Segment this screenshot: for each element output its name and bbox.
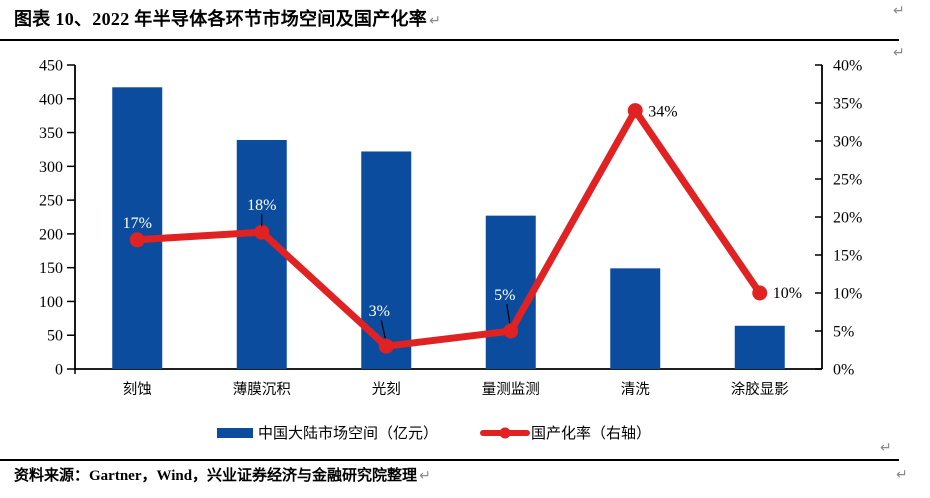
right-axis-tick-label: 40% [833, 58, 862, 75]
source-note-row: 资料来源：Gartner，Wind，兴业证券经济与金融研究院整理 ↵ [14, 464, 431, 485]
right-axis-tick-label: 5% [833, 324, 854, 341]
data-label-leader [506, 303, 511, 324]
bar-6 [734, 325, 785, 369]
category-label: 薄膜沉积 [233, 381, 291, 398]
data-label: 10% [773, 285, 802, 302]
right-axis-tick-label: 20% [833, 210, 862, 227]
source-divider-line [0, 459, 899, 461]
legend-line-marker [499, 427, 511, 439]
bar-2 [236, 139, 287, 369]
paragraph-return-icon: ↵ [893, 45, 905, 61]
category-label: 刻蚀 [123, 381, 152, 398]
right-axis-tick-label: 10% [833, 286, 862, 303]
category-label: 光刻 [372, 381, 401, 398]
bar-4 [485, 215, 536, 369]
right-axis-tick-label: 15% [833, 248, 862, 265]
line-point-marker-4 [503, 323, 519, 339]
left-axis-tick-label: 200 [39, 226, 63, 243]
paragraph-return-icon: ↵ [893, 3, 905, 19]
line-point-marker-2 [254, 224, 270, 240]
right-axis-tick-label: 30% [833, 134, 862, 151]
paragraph-return-icon: ↵ [429, 13, 441, 29]
localization-rate-line [133, 107, 764, 350]
legend-bar-swatch [217, 428, 253, 438]
left-axis-tick-label: 350 [39, 125, 63, 142]
legend-bar-label: 中国大陆市场空间（亿元） [258, 425, 438, 442]
right-axis-tick-label: 25% [833, 172, 862, 189]
legend-line-label: 国产化率（右轴） [531, 425, 651, 442]
category-label: 清洗 [621, 381, 650, 398]
left-axis-tick-label: 400 [39, 91, 63, 108]
caption-divider-line [0, 39, 899, 41]
figure-caption-row: 图表 10、2022 年半导体各环节市场空间及国产化率 ↵ [14, 5, 441, 31]
left-axis-tick-label: 250 [39, 193, 63, 210]
paragraph-return-icon: ↵ [419, 468, 431, 484]
data-label: 3% [369, 303, 390, 320]
bar-5 [610, 268, 661, 369]
left-axis-tick-label: 450 [39, 58, 63, 75]
paragraph-return-icon: ↵ [880, 440, 892, 456]
left-axis-tick-label: 0 [55, 362, 63, 379]
left-axis-tick-label: 150 [39, 260, 63, 277]
bar-3 [361, 151, 412, 369]
line-point-marker-5 [627, 103, 643, 119]
data-label: 34% [648, 104, 677, 121]
right-axis-tick-label: 0% [833, 362, 854, 379]
line-point-marker-6 [752, 285, 768, 301]
left-axis-tick-label: 50 [47, 328, 63, 345]
bar-1 [112, 87, 163, 369]
source-note: 资料来源：Gartner，Wind，兴业证券经济与金融研究院整理 [14, 468, 418, 484]
data-label: 17% [123, 215, 152, 232]
line-point-marker-1 [129, 232, 145, 248]
data-label-leader [380, 320, 386, 339]
paragraph-return-icon: ↵ [896, 467, 908, 483]
right-axis-tick-label: 35% [833, 96, 862, 113]
left-axis-tick-label: 300 [39, 159, 63, 176]
line-point-marker-3 [378, 338, 394, 354]
category-label: 涂胶显影 [731, 381, 789, 398]
category-label: 量测监测 [482, 381, 540, 398]
market-space-localization-chart: 450 400 350 300 250 200 150 100 50 0 40% 35% 30% 25% 2… [39, 58, 862, 443]
data-label: 18% [247, 197, 276, 214]
figure-title: 图表 10、2022 年半导体各环节市场空间及国产化率 [14, 9, 428, 29]
left-axis-tick-label: 100 [39, 294, 63, 311]
data-label: 5% [494, 287, 515, 304]
